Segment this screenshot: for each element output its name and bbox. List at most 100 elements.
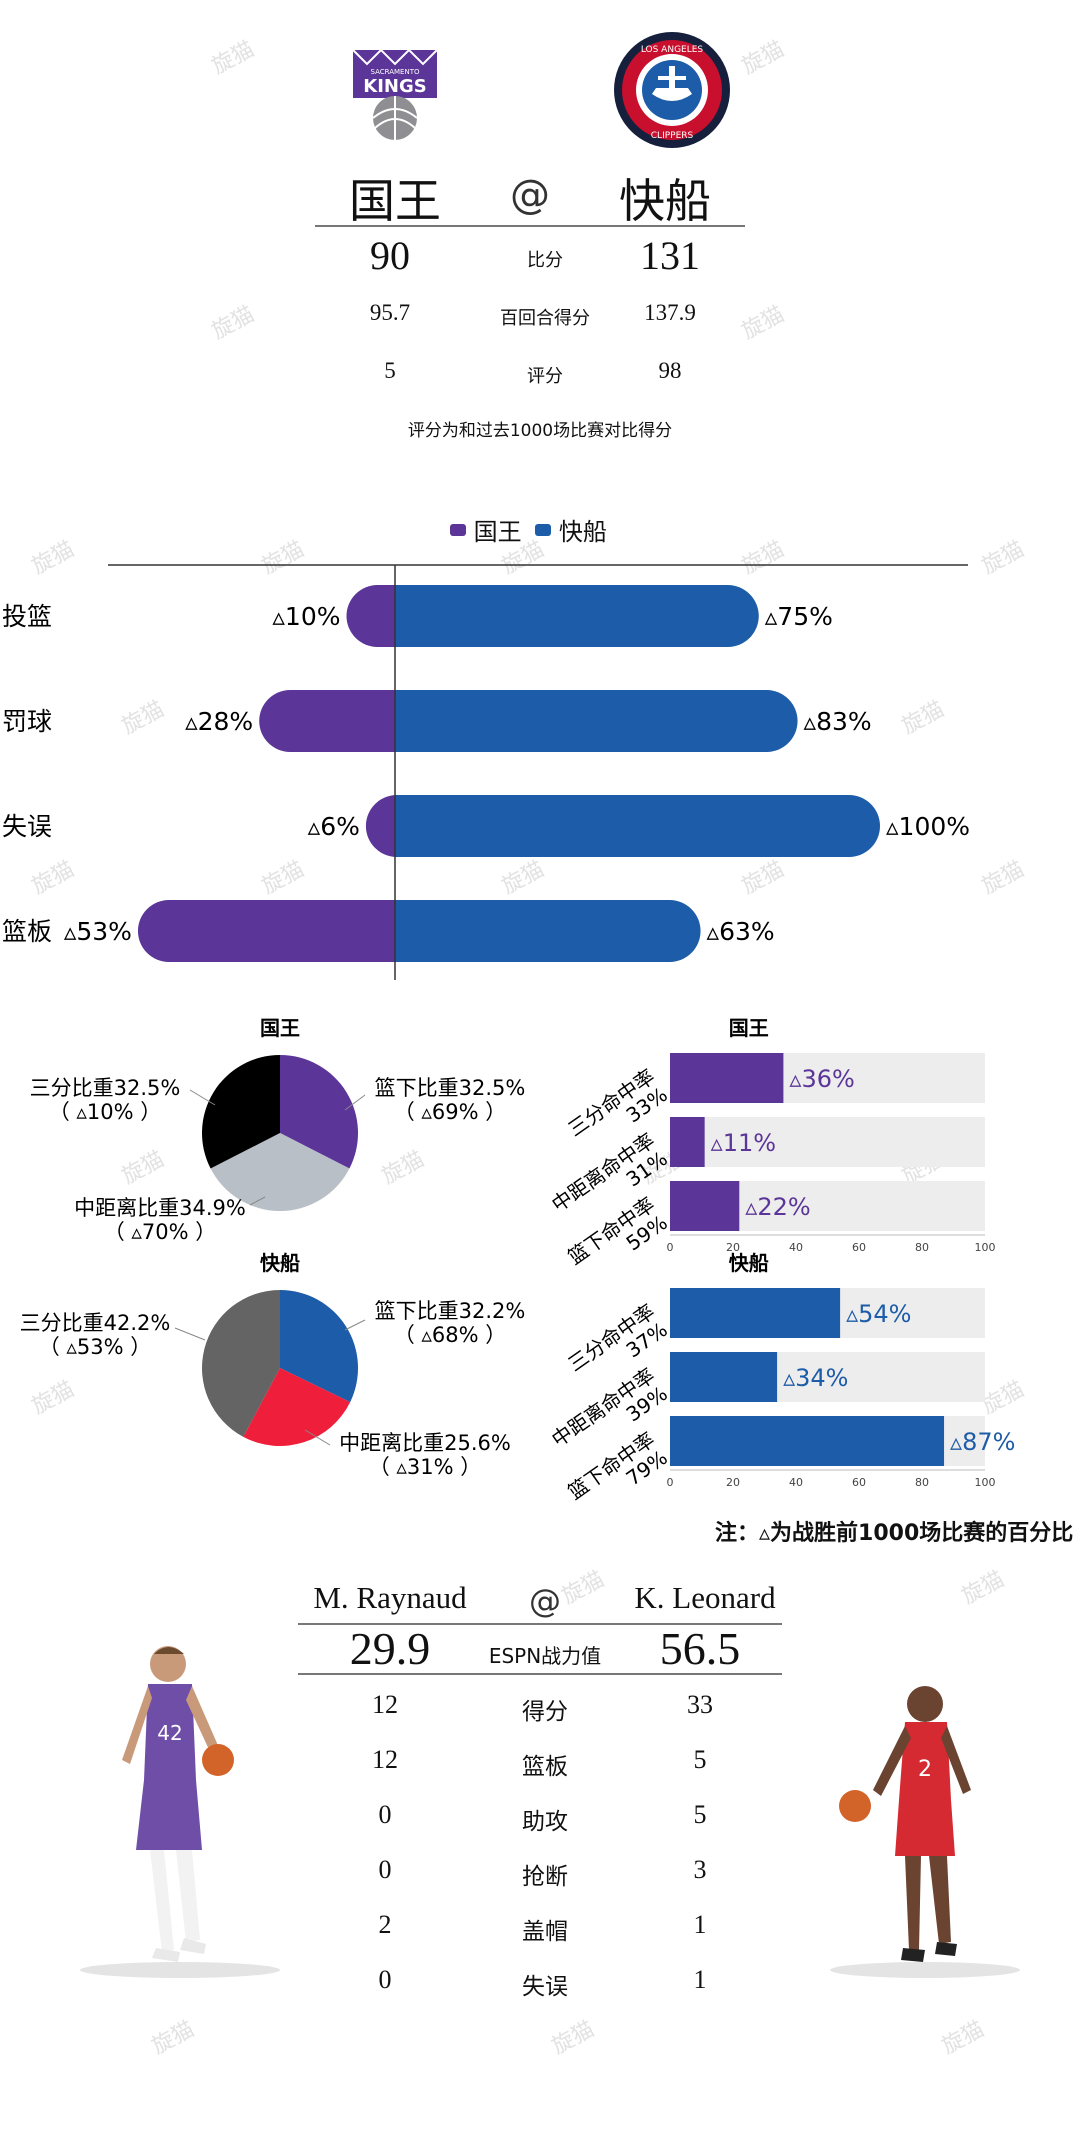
pie-leader-line <box>344 1094 366 1111</box>
shot-axis-tick: 60 <box>852 1241 866 1254</box>
player-home-stat: 0 <box>378 1855 392 1884</box>
shot-bar-value: ▵54% <box>846 1300 911 1328</box>
player-away-stat: 1 <box>693 1910 707 1939</box>
shot-bar <box>670 1288 841 1338</box>
pie-slice-sublabel: （ ▵10% ） <box>49 1100 162 1124</box>
player-home-stat: 2 <box>378 1910 392 1939</box>
shot-bar <box>670 1117 705 1167</box>
svg-text:KINGS: KINGS <box>363 76 426 97</box>
shot-axis-tick: 40 <box>789 1476 803 1489</box>
rating-label: ESPN战力值 <box>488 1644 602 1668</box>
pie-slice-label: 三分比重32.5% <box>30 1076 181 1100</box>
shot-axis-tick: 60 <box>852 1476 866 1489</box>
away-player-image: 2 <box>815 1680 1025 1980</box>
category-label: 篮板 <box>2 917 52 946</box>
kings-value-label: ▵6% <box>308 812 360 841</box>
watermark-text: 旋猫 <box>207 36 259 80</box>
watermark-text: 旋猫 <box>937 2016 989 2060</box>
summary-away-value: 98 <box>658 358 682 383</box>
player-home-stat: 0 <box>378 1965 392 1994</box>
legend-kings-swatch <box>450 523 466 536</box>
shot-bar <box>670 1053 784 1103</box>
category-label: 投篮 <box>2 602 52 631</box>
home-player-name: M. Raynaud <box>313 1580 467 1615</box>
player-away-stat: 1 <box>693 1965 707 1994</box>
player-stat-label: 失误 <box>522 1974 568 2000</box>
summary-away-value: 131 <box>640 233 700 278</box>
kings-value-label: ▵10% <box>272 602 340 631</box>
pie-slice-sublabel: （ ▵70% ） <box>104 1220 217 1244</box>
player-stat-label: 抢断 <box>522 1864 568 1890</box>
home-team-title: 国王 <box>349 174 441 228</box>
svg-text:CLIPPERS: CLIPPERS <box>651 131 694 141</box>
summary-row-label: 比分 <box>527 250 563 271</box>
legend-kings-label: 国王 <box>473 518 522 546</box>
clippers-bar <box>395 795 880 857</box>
category-label: 罚球 <box>2 707 52 736</box>
pie-slice-label: 篮下比重32.2% <box>375 1299 526 1323</box>
player-away-stat: 5 <box>693 1800 707 1829</box>
shot-chart-title: 国王 <box>729 1016 769 1040</box>
watermark-text: 旋猫 <box>207 301 259 345</box>
pie-slice <box>280 1290 358 1403</box>
player-stat-label: 篮板 <box>522 1754 568 1780</box>
shot-note: 注：▵为战胜前1000场比赛的百分比 <box>715 1521 1074 1546</box>
pie-slice <box>280 1055 359 1169</box>
shot-bar <box>670 1352 778 1402</box>
summary-away-value: 137.9 <box>644 300 696 325</box>
kings-bar <box>137 900 395 962</box>
pie-leader-line <box>304 1429 331 1446</box>
svg-text:SACRAMENTO: SACRAMENTO <box>371 68 420 76</box>
player-home-stat: 0 <box>378 1800 392 1829</box>
player-home-stat: 12 <box>372 1745 398 1774</box>
clippers-bar <box>395 690 798 752</box>
clippers-shooting-pct-chart: 快船▵54%三分命中率37%▵34%中距离命中率39%▵87%篮下命中率79%0… <box>547 1251 1015 1504</box>
pie-slice <box>243 1368 351 1446</box>
pie-slice <box>202 1290 280 1437</box>
title-divider <box>315 225 745 227</box>
legend-clippers-swatch <box>535 523 552 536</box>
pie-slice <box>202 1055 280 1169</box>
kings-bar <box>346 585 395 647</box>
away-team-title: 快船 <box>619 174 711 228</box>
shot-bar-value: ▵36% <box>789 1065 854 1093</box>
player-away-stat: 33 <box>687 1690 713 1719</box>
watermark-text: 旋猫 <box>147 2016 199 2060</box>
player-away-stat: 3 <box>693 1855 707 1884</box>
shot-bar-value: ▵22% <box>745 1193 810 1221</box>
clippers-value-label: ▵100% <box>886 812 970 841</box>
shot-bar-value: ▵11% <box>711 1129 776 1157</box>
pie-slice <box>210 1133 350 1211</box>
pie-leader-line <box>344 1319 366 1331</box>
pie-slice-label: 篮下比重32.5% <box>375 1076 526 1100</box>
shot-axis-tick: 80 <box>915 1241 929 1254</box>
summary-home-value: 90 <box>370 233 410 278</box>
pie-leader-line <box>174 1327 206 1341</box>
pie-leader-line <box>189 1089 216 1106</box>
player-away-stat: 5 <box>693 1745 707 1774</box>
home-player-rating: 29.9 <box>349 1623 431 1674</box>
summary-home-value: 5 <box>384 358 396 383</box>
home-player-jersey-number: 42 <box>157 1721 182 1745</box>
pie-slice-sublabel: （ ▵53% ） <box>39 1335 152 1359</box>
shot-chart-title: 快船 <box>729 1251 769 1275</box>
pie-slice-sublabel: （ ▵31% ） <box>369 1455 482 1479</box>
clippers-bar <box>395 585 759 647</box>
shot-axis-tick: 80 <box>915 1476 929 1489</box>
shot-axis-tick: 0 <box>667 1241 674 1254</box>
kings-value-label: ▵53% <box>64 917 132 946</box>
pie-slice-label: 三分比重42.2% <box>20 1311 171 1335</box>
clippers-value-label: ▵83% <box>804 707 872 736</box>
shot-axis-tick: 20 <box>726 1476 740 1489</box>
pie-title: 快船 <box>260 1251 300 1275</box>
away-player-jersey-number: 2 <box>918 1757 932 1782</box>
watermark-text: 旋猫 <box>547 2016 599 2060</box>
summary-row-label: 百回合得分 <box>500 308 590 329</box>
at-symbol: @ <box>510 172 550 218</box>
pie-slice-sublabel: （ ▵68% ） <box>394 1323 507 1347</box>
pie-slice-label: 中距离比重34.9% <box>74 1196 246 1220</box>
kings-shooting-pct-chart: 国王▵36%三分命中率33%▵11%中距离命中率31%▵22%篮下命中率59%0… <box>547 1016 995 1269</box>
